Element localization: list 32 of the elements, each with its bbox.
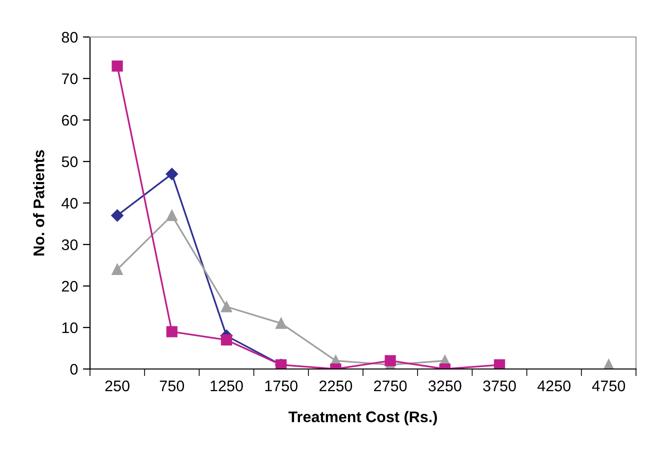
y-tick-label: 50	[62, 156, 78, 168]
point	[166, 168, 178, 180]
x-tick-label: 1250	[210, 380, 243, 392]
y-tick-label: 40	[62, 198, 78, 209]
y-tick-label: 70	[62, 73, 78, 84]
x-tick-label: 2250	[319, 380, 352, 392]
y-tick-label: 80	[62, 32, 78, 43]
x-tick-label: 3250	[428, 380, 462, 392]
point	[112, 60, 123, 72]
point	[166, 326, 178, 338]
point	[384, 355, 396, 366]
x-tick-label: 750	[160, 380, 184, 392]
point	[111, 209, 124, 222]
point	[220, 301, 232, 312]
y-axis-title: No. of Patients	[33, 150, 44, 256]
point	[166, 210, 178, 222]
x-tick-label: 250	[105, 380, 130, 392]
y-tick-label: 0	[70, 364, 78, 375]
x-tick-label: 4250	[537, 380, 570, 392]
y-tick-label: 30	[62, 239, 78, 250]
x-tick-label: 3750	[483, 380, 516, 392]
point	[276, 318, 287, 329]
y-tick-label: 60	[62, 114, 78, 126]
y-tick-label: 20	[62, 280, 78, 292]
point	[220, 334, 232, 346]
x-tick-label: 4750	[592, 380, 626, 392]
point	[494, 359, 506, 369]
x-tick-label: 2750	[374, 380, 407, 392]
point	[112, 264, 123, 275]
x-tick-label: 1750	[265, 380, 298, 392]
x-axis-title: Treatment Cost (Rs.)	[288, 411, 437, 426]
y-tick-label: 10	[62, 322, 78, 334]
